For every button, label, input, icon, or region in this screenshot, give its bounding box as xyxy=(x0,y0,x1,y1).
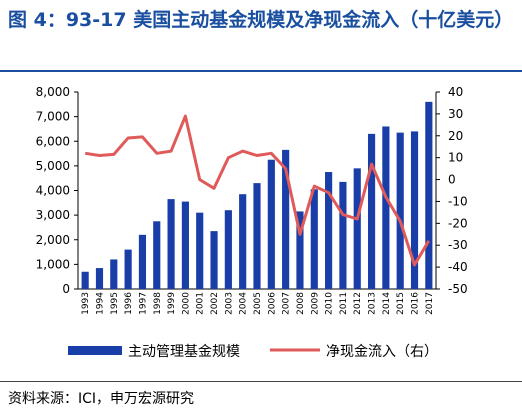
bar-2015 xyxy=(396,132,404,289)
left-tick-label: 4,000 xyxy=(36,184,70,198)
bar-1999 xyxy=(167,199,175,289)
bar-2008 xyxy=(296,211,304,289)
bar-2010 xyxy=(325,172,333,289)
x-axis-ticks: 1993 1994 1995 1996 1997 1998 1999 2000 2001 2002… xyxy=(81,292,435,315)
left-axis-ticks: 0 1,000 2,000 3,000 4,000 5,000 6,000 7,000 8,00… xyxy=(36,85,78,296)
right-tick-label: 20 xyxy=(448,129,463,143)
x-tick-label: 2012 xyxy=(353,292,363,315)
right-tick-label: -20 xyxy=(448,216,468,230)
bar-1993 xyxy=(81,271,89,289)
x-tick-label: 2000 xyxy=(181,292,191,315)
bar-1995 xyxy=(110,259,118,289)
x-tick-label: 2014 xyxy=(382,292,392,315)
x-tick-label: 1997 xyxy=(138,292,148,315)
x-tick-label: 2015 xyxy=(396,292,406,315)
net-flow-line xyxy=(84,114,431,267)
x-tick-label: 2006 xyxy=(267,292,277,315)
bar-1997 xyxy=(138,234,147,289)
bar-2001 xyxy=(196,212,204,289)
bar-2014 xyxy=(382,126,390,289)
x-tick-label: 2010 xyxy=(325,292,335,315)
left-tick-label: 8,000 xyxy=(36,85,70,99)
x-tick-label: 2013 xyxy=(368,292,378,315)
x-tick-label: 2002 xyxy=(210,292,220,315)
chart-title: 图 4：93-17 美国主动基金规模及净现金流入（十亿美元） xyxy=(8,9,514,31)
right-tick-label: 30 xyxy=(448,107,463,121)
left-tick-label: 2,000 xyxy=(36,233,70,247)
x-tick-label: 2004 xyxy=(239,292,249,315)
left-tick-label: 7,000 xyxy=(36,110,70,124)
right-tick-label: -10 xyxy=(448,194,468,208)
x-tick-label: 1996 xyxy=(124,292,134,315)
bar-2009 xyxy=(310,189,318,289)
right-tick-label: -40 xyxy=(448,260,468,274)
x-tick-label: 2001 xyxy=(196,292,206,315)
bar-series xyxy=(81,101,433,289)
bar-2002 xyxy=(210,231,218,289)
x-tick-label: 2003 xyxy=(224,292,234,315)
line-series xyxy=(84,114,431,267)
bar-2013 xyxy=(367,133,376,289)
bar-2000 xyxy=(181,201,189,289)
right-tick-label: 40 xyxy=(448,85,463,99)
left-tick-label: 1,000 xyxy=(36,257,70,271)
bar-2016 xyxy=(410,131,419,289)
left-tick-label: 3,000 xyxy=(36,208,70,222)
x-tick-label: 1995 xyxy=(110,292,120,315)
source-note: 资料来源：ICI，申万宏源研究 xyxy=(8,391,195,407)
x-tick-label: 1999 xyxy=(167,292,177,315)
x-tick-label: 2011 xyxy=(339,292,349,315)
left-tick-label: 0 xyxy=(62,282,70,296)
legend-line-label: 净现金流入（右） xyxy=(326,344,438,360)
source-divider xyxy=(0,381,522,382)
bar-1998 xyxy=(153,221,161,289)
chart-svg: 0 1,000 2,000 3,000 4,000 5,000 6,000 7,000 8,00… xyxy=(36,85,468,360)
right-tick-label: 0 xyxy=(448,173,456,187)
bar-2006 xyxy=(267,159,275,289)
legend-bar-label: 主动管理基金规模 xyxy=(128,343,240,360)
bar-2003 xyxy=(224,210,232,289)
x-tick-label: 1993 xyxy=(81,292,91,315)
bar-2012 xyxy=(353,168,361,289)
bar-2004 xyxy=(239,194,247,289)
bar-1994 xyxy=(95,268,104,289)
x-tick-label: 1994 xyxy=(95,292,105,315)
bar-1996 xyxy=(124,249,132,289)
x-tick-label: 2017 xyxy=(425,292,435,315)
bar-2011 xyxy=(339,181,347,289)
bar-2017 xyxy=(425,101,433,289)
legend: 主动管理基金规模 净现金流入（右） xyxy=(68,343,438,360)
bar-2005 xyxy=(253,183,261,289)
title-divider xyxy=(0,70,522,72)
left-tick-label: 5,000 xyxy=(36,159,70,173)
x-tick-label: 2005 xyxy=(253,292,263,315)
x-tick-label: 2007 xyxy=(282,292,292,315)
x-tick-label: 2016 xyxy=(411,292,421,315)
left-tick-label: 6,000 xyxy=(36,134,70,148)
x-tick-label: 2008 xyxy=(296,292,306,315)
right-axis-ticks: 40 30 20 10 0 -10 -20 -30 -40 -50 xyxy=(436,85,468,296)
right-tick-label: -30 xyxy=(448,238,468,252)
x-tick-label: 2009 xyxy=(310,292,320,315)
bar-2007 xyxy=(282,149,290,289)
right-tick-label: -50 xyxy=(448,282,468,296)
legend-bar-swatch xyxy=(68,346,122,355)
right-tick-label: 10 xyxy=(448,151,463,165)
x-tick-label: 1998 xyxy=(153,292,163,315)
